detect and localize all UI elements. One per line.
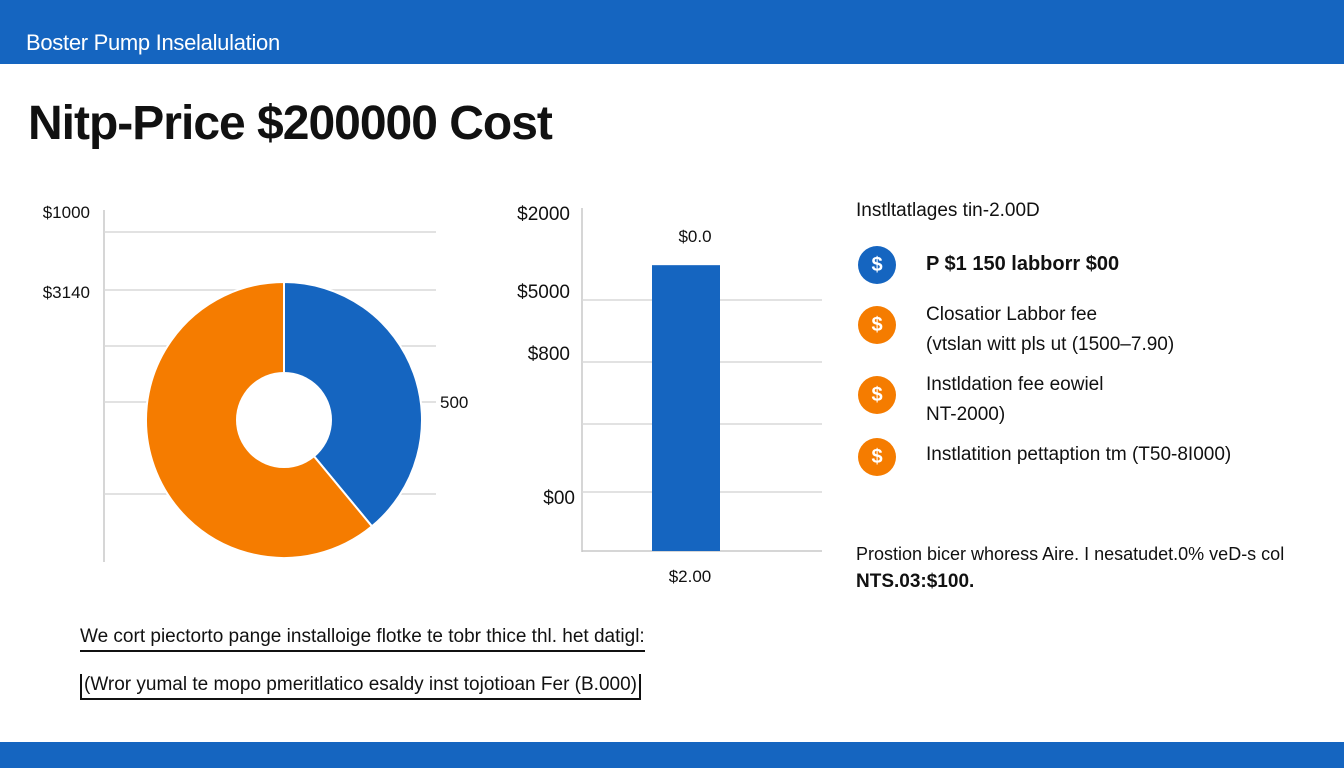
legend-item: $ Instldation fee eowiel NT-2000) — [858, 374, 1103, 430]
donut-tick-labels: $1000 $3140 — [43, 203, 90, 302]
bar — [652, 265, 720, 551]
donut-data-label: 500 — [440, 393, 468, 412]
footnote: We cort piectorto pange installoige flot… — [80, 626, 645, 652]
bar-y-tick-label: $00 — [543, 488, 575, 509]
legend-item: $ Closatior Labbor fee (vtslan witt pls … — [858, 304, 1175, 360]
legend-item-label: P $1 150 labborr $00 — [926, 253, 1120, 275]
note-total: NTS.03:$100. — [856, 571, 975, 592]
bar-y-tick-label: $5000 — [517, 282, 570, 303]
bar-y-tick-label: $2000 — [517, 204, 570, 225]
legend-item-detail: NT-2000) — [926, 404, 1006, 425]
note-block: Prostion bicer whoress Aire. I nesatudet… — [856, 540, 1284, 596]
legend-item-label: Closatior Labbor fee — [926, 304, 1098, 325]
legend-item: $ P $1 150 labborr $00 — [858, 246, 1119, 284]
dollar-icon: $ — [858, 246, 896, 284]
page-title: Nitp-Price $200000 Cost — [28, 97, 553, 150]
legend-item-label: Instldation fee eowiel — [926, 374, 1104, 395]
donut-slice-0 — [283, 280, 423, 528]
footnote: (Wror yumal te mopo pmeritlatico esaldy … — [80, 674, 641, 700]
note-line: Prostion bicer whoress Aire. I nesatudet… — [856, 544, 1285, 564]
bar-value-label: $0.0 — [678, 227, 711, 246]
legend-title: Instltatlages tin-2.00D — [856, 200, 1040, 221]
header-bar: Boster Pump Inselalulation — [0, 0, 1344, 64]
bar-tick-labels: $2000 $5000 $800 $00 — [517, 204, 575, 509]
dollar-icon: $ — [858, 306, 896, 344]
dollar-icon: $ — [858, 438, 896, 476]
bar-x-label: $2.00 — [669, 567, 712, 586]
legend-item-label: Instlatition pettaption tm (T50-8I000) — [926, 444, 1232, 465]
dollar-icon: $ — [858, 376, 896, 414]
legend-item: $ Instlatition pettaption tm (T50-8I000) — [858, 438, 1231, 476]
bar-y-tick-label: $800 — [528, 344, 570, 365]
legend-item-detail: (vtslan witt pls ut (1500–7.90) — [926, 334, 1175, 355]
app-title: Boster Pump Inselalulation — [26, 30, 280, 55]
donut-y-tick-label: $1000 — [43, 203, 90, 222]
footer-bar — [0, 742, 1344, 768]
donut-y-tick-label: $3140 — [43, 283, 90, 302]
donut-hole — [236, 372, 332, 468]
